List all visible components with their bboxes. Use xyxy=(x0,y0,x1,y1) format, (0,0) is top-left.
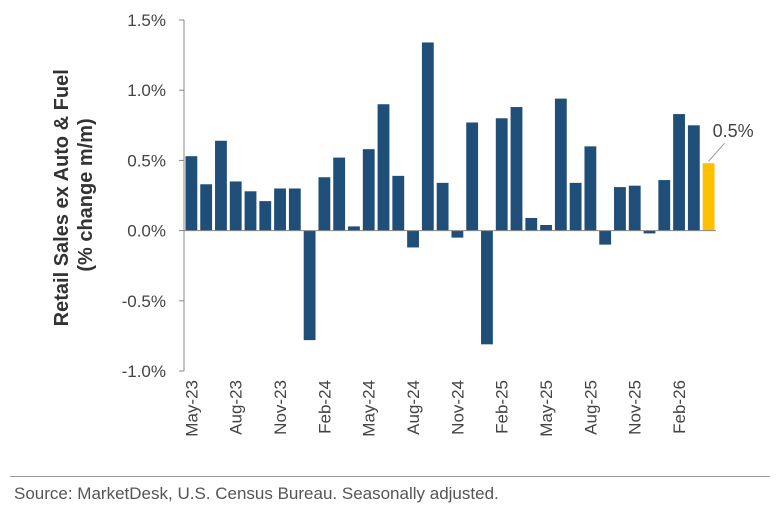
bar xyxy=(421,42,434,231)
callout-label: 0.5% xyxy=(713,121,754,141)
footer-divider xyxy=(10,476,770,477)
bar xyxy=(244,191,257,231)
bar xyxy=(392,175,405,231)
bar xyxy=(481,230,493,345)
bar xyxy=(436,182,449,231)
bar xyxy=(377,104,390,231)
y-tick-label: -0.5% xyxy=(122,292,166,311)
bar xyxy=(407,230,419,248)
bar xyxy=(215,140,227,231)
bar xyxy=(333,157,346,231)
bar xyxy=(643,230,656,234)
bar xyxy=(599,230,612,245)
y-tick-label: -1.0% xyxy=(122,362,166,381)
bars xyxy=(185,42,715,345)
bar xyxy=(318,177,331,231)
bar xyxy=(200,184,213,231)
y-axis-label-line1: Retail Sales ex Auto & Fuel xyxy=(51,69,73,326)
bar xyxy=(673,114,685,231)
x-tick-label: Nov-24 xyxy=(448,380,467,435)
x-tick-label: Nov-23 xyxy=(271,380,290,435)
bar-chart: 1.5% 1.0% 0.5% 0.0% -0.5% -1.0% May-23 Aug-23 N… xyxy=(51,11,754,437)
x-tick-label: Aug-24 xyxy=(404,380,423,435)
bar xyxy=(687,125,700,231)
bar xyxy=(569,182,582,231)
bar xyxy=(495,118,508,231)
bar xyxy=(525,217,538,231)
y-axis-ticks: 1.5% 1.0% 0.5% 0.0% -0.5% -1.0% xyxy=(122,11,184,381)
bar xyxy=(628,185,641,231)
bar xyxy=(274,188,286,231)
bar xyxy=(229,181,242,231)
y-tick-label: 0.0% xyxy=(127,222,166,241)
y-tick-label: 0.5% xyxy=(127,151,166,170)
bar-highlight xyxy=(702,163,715,231)
bar xyxy=(451,230,464,238)
x-tick-label: Feb-26 xyxy=(670,380,689,434)
x-tick-label: May-24 xyxy=(360,380,379,437)
bar xyxy=(288,188,301,231)
bar xyxy=(303,230,316,341)
bar xyxy=(185,156,198,231)
bar xyxy=(554,98,567,231)
x-axis-ticks: May-23 Aug-23 Nov-23 Feb-24 May-24 Aug-24 Nov-… xyxy=(182,380,689,437)
x-tick-label: Feb-24 xyxy=(315,380,334,434)
bar xyxy=(584,146,597,231)
x-tick-label: Aug-23 xyxy=(227,380,246,435)
bar xyxy=(362,149,375,231)
bar xyxy=(348,226,360,231)
y-tick-label: 1.5% xyxy=(127,11,166,30)
bar xyxy=(658,180,671,231)
x-tick-label: May-23 xyxy=(182,380,201,437)
y-axis-label: Retail Sales ex Auto & Fuel (% change m/… xyxy=(51,64,97,327)
y-axis-label-line2: (% change m/m) xyxy=(75,118,97,271)
bar xyxy=(614,187,626,231)
bar xyxy=(466,122,479,231)
x-tick-label: Feb-25 xyxy=(493,380,512,434)
source-note: Source: MarketDesk, U.S. Census Bureau. … xyxy=(14,484,499,503)
bar xyxy=(540,224,552,231)
x-tick-label: Nov-25 xyxy=(626,380,645,435)
callout-leader-line xyxy=(708,142,725,162)
bar xyxy=(510,107,523,231)
x-tick-label: Aug-25 xyxy=(581,380,600,435)
callout: 0.5% xyxy=(708,121,754,162)
x-tick-label: May-25 xyxy=(537,380,556,437)
bar xyxy=(259,201,272,231)
y-tick-label: 1.0% xyxy=(127,81,166,100)
